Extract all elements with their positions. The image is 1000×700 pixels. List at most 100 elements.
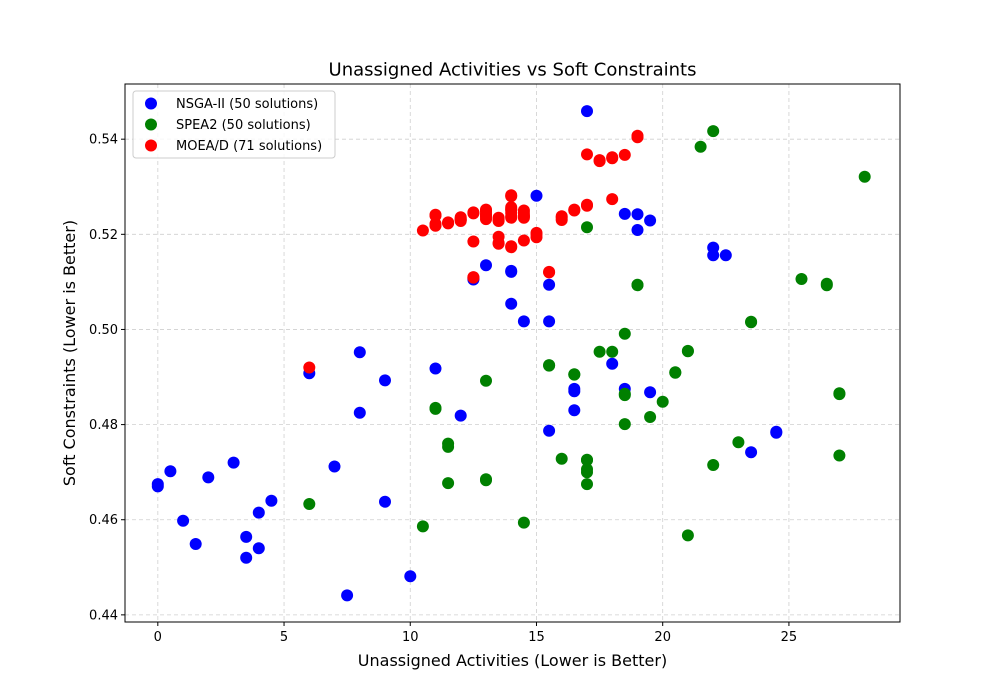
- x-tick-label: 15: [528, 630, 545, 645]
- series-1-point: [745, 316, 758, 329]
- y-tick-label: 0.48: [89, 418, 118, 433]
- series-2-point: [631, 130, 644, 143]
- series-2-point: [555, 211, 568, 224]
- series-1-point: [606, 345, 619, 358]
- series-2-point: [505, 240, 518, 253]
- y-tick-label: 0.46: [89, 513, 118, 528]
- series-2-point: [581, 148, 593, 161]
- series-0-point: [719, 249, 732, 262]
- series-2-point: [517, 210, 530, 223]
- x-tick-label: 5: [280, 630, 288, 645]
- series-1-point: [618, 327, 631, 340]
- series-2-point: [467, 271, 480, 284]
- series-2-point: [467, 207, 480, 220]
- data-points: [151, 105, 871, 602]
- series-2-point: [429, 209, 442, 222]
- series-1-point: [581, 466, 593, 479]
- series-0-point: [543, 424, 556, 437]
- series-1-point: [732, 436, 745, 449]
- legend-marker: [145, 97, 157, 110]
- series-1-point: [644, 411, 657, 423]
- series-0-point: [644, 386, 657, 399]
- series-0-point: [631, 224, 644, 236]
- series-2-point: [505, 210, 518, 223]
- series-0-point: [543, 278, 556, 291]
- series-0-point: [202, 471, 215, 484]
- series-0-point: [543, 315, 556, 328]
- axis-ticks: 0 5 10 15 20 25 0.44 0.46 0.48 0.50 0.52 0.54: [89, 133, 797, 645]
- series-0-point: [353, 346, 366, 359]
- series-0-point: [353, 406, 366, 419]
- plot-frame: [124, 83, 901, 623]
- x-tick-label: 25: [781, 630, 798, 645]
- series-1-point: [694, 140, 707, 153]
- series-1-point: [593, 345, 606, 358]
- x-axis-title: Unassigned Activities (Lower is Better): [358, 651, 667, 670]
- legend-box: [132, 90, 336, 159]
- series-0-point: [745, 446, 758, 459]
- series-2-point: [543, 266, 556, 279]
- chart-title: Unassigned Activities vs Soft Constraint…: [329, 60, 697, 81]
- series-1-point: [416, 520, 429, 533]
- series-0-point: [707, 249, 720, 262]
- series-2-point: [530, 228, 543, 241]
- series-0-point: [480, 259, 492, 272]
- legend-marker: [145, 139, 157, 152]
- series-1-point: [303, 498, 316, 510]
- series-0-point: [177, 514, 190, 527]
- series-0-point: [151, 480, 164, 493]
- series-2-point: [618, 148, 631, 161]
- grid-lines: [125, 84, 900, 622]
- series-0-point: [454, 409, 467, 422]
- series-2-point: [593, 154, 606, 167]
- series-0-point: [189, 538, 202, 550]
- series-0-point: [644, 214, 657, 227]
- series-0-point: [240, 551, 253, 564]
- series-0-point: [618, 207, 631, 220]
- series-0-point: [252, 542, 265, 555]
- series-0-point: [379, 374, 391, 387]
- series-0-point: [505, 297, 518, 310]
- y-tick-label: 0.50: [89, 323, 118, 338]
- legend: NSGA-II (50 solutions) SPEA2 (50 solution…: [132, 90, 336, 159]
- series-1-point: [480, 374, 492, 387]
- series-2-point: [606, 151, 619, 164]
- series-0-point: [568, 385, 581, 398]
- series-1-point: [581, 478, 593, 491]
- series-0-point: [164, 465, 177, 478]
- series-0-point: [227, 456, 240, 469]
- series-1-point: [581, 454, 593, 467]
- legend-label: NSGA-II (50 solutions): [176, 97, 318, 112]
- series-1-point: [618, 418, 631, 431]
- series-0-point: [517, 315, 530, 328]
- series-1-point: [858, 170, 871, 183]
- legend-label: MOEA/D (71 solutions): [176, 139, 322, 154]
- series-2-point: [517, 234, 530, 247]
- series-1-point: [429, 401, 442, 414]
- series-2-point: [581, 198, 593, 211]
- legend-label: SPEA2 (50 solutions): [176, 118, 311, 133]
- series-2-point: [416, 224, 429, 237]
- series-1-point: [543, 359, 556, 372]
- series-0-point: [429, 362, 442, 375]
- series-0-point: [530, 189, 543, 202]
- series-1-point: [833, 387, 846, 400]
- series-1-point: [568, 368, 581, 381]
- series-1-point: [517, 516, 530, 529]
- series-2-point: [442, 217, 455, 230]
- series-1-point: [581, 221, 593, 234]
- y-tick-label: 0.54: [89, 133, 118, 148]
- y-tick-label: 0.52: [89, 228, 118, 243]
- series-0-point: [341, 589, 354, 602]
- series-2-point: [505, 190, 518, 203]
- series-2-point: [480, 205, 492, 218]
- series-0-point: [581, 105, 593, 118]
- series-1-point: [555, 452, 568, 465]
- series-1-point: [681, 529, 694, 542]
- series-0-point: [770, 425, 783, 438]
- series-1-point: [480, 473, 492, 486]
- series-1-point: [442, 477, 455, 490]
- series-2-point: [492, 236, 505, 249]
- series-0-point: [568, 404, 581, 417]
